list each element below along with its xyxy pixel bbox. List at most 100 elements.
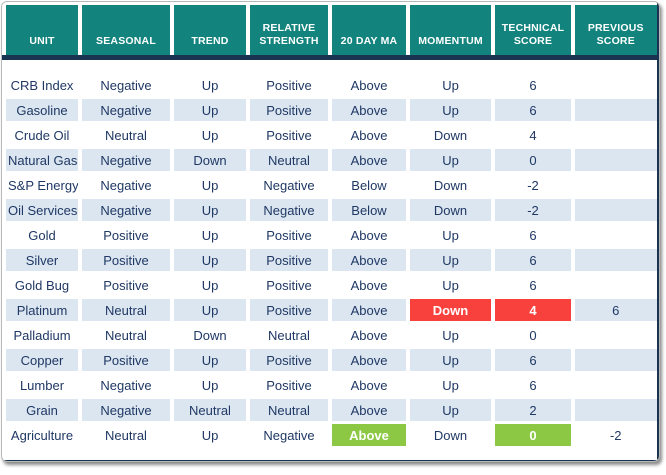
column-header-ma_20_day: 20 DAY MA	[328, 3, 410, 60]
table-row: Lumber Negative Up Positive Above Up 6	[2, 371, 659, 399]
cell-ma_20_day: Below	[328, 171, 410, 199]
cell-relative_strength: Neutral	[246, 146, 332, 174]
cell-trend: Up	[170, 246, 250, 274]
column-header-trend: TREND	[170, 3, 250, 60]
cell-unit: Lumber	[2, 371, 82, 399]
cell-momentum: Up	[406, 371, 495, 399]
cell-seasonal: Positive	[78, 221, 174, 249]
cell-unit: Copper	[2, 346, 82, 374]
column-header-unit: UNIT	[2, 3, 82, 60]
cell-technical_score: 0	[491, 146, 575, 174]
cell-ma_20_day: Above	[328, 246, 410, 274]
cell-previous_score	[571, 121, 659, 149]
cell-unit: Grain	[2, 396, 82, 424]
cell-technical_score: 6	[491, 221, 575, 249]
cell-unit: Silver	[2, 246, 82, 274]
cell-seasonal: Positive	[78, 346, 174, 374]
cell-technical_score: -2	[491, 171, 575, 199]
cell-relative_strength: Neutral	[246, 396, 332, 424]
cell-seasonal: Positive	[78, 271, 174, 299]
cell-relative_strength: Positive	[246, 296, 332, 324]
cell-previous_score	[571, 146, 659, 174]
column-header-momentum: MOMENTUM	[406, 3, 495, 60]
table-row: Gasoline Negative Up Positive Above Up 6	[2, 96, 659, 124]
cell-technical_score: 4	[491, 121, 575, 149]
cell-previous_score	[571, 396, 659, 424]
cell-technical_score: 4	[491, 296, 575, 324]
cell-momentum: Up	[406, 396, 495, 424]
screenshot-frame: UNIT SEASONAL TREND RELATIVE STRENGTH 20 DAY…	[1, 1, 660, 462]
cell-momentum: Up	[406, 271, 495, 299]
cell-unit: Crude Oil	[2, 121, 82, 149]
cell-previous_score	[571, 271, 659, 299]
header-row: UNIT SEASONAL TREND RELATIVE STRENGTH 20 DAY…	[2, 3, 659, 60]
cell-momentum: Up	[406, 221, 495, 249]
technical-score-table: UNIT SEASONAL TREND RELATIVE STRENGTH 20 DAY…	[2, 3, 659, 461]
cell-relative_strength: Positive	[246, 221, 332, 249]
table-row: Oil Services Negative Up Negative Below Down -…	[2, 196, 659, 224]
cell-ma_20_day: Above	[328, 71, 410, 99]
cell-previous_score	[571, 371, 659, 399]
table-row: Gold Bug Positive Up Positive Above Up 6	[2, 271, 659, 299]
cell-unit: Platinum	[2, 296, 82, 324]
cell-momentum: Up	[406, 246, 495, 274]
cell-seasonal: Negative	[78, 96, 174, 124]
cell-previous_score	[571, 71, 659, 99]
cell-relative_strength: Positive	[246, 346, 332, 374]
cell-unit: Agriculture	[2, 421, 82, 449]
top-spacer-row-cell	[4, 57, 659, 73]
table-row: Gold Positive Up Positive Above Up 6	[2, 221, 659, 249]
cell-technical_score: -2	[491, 196, 575, 224]
table-row: Copper Positive Up Positive Above Up 6	[2, 346, 659, 374]
table-row: Palladium Neutral Down Neutral Above Up 0	[2, 321, 659, 349]
cell-ma_20_day: Above	[328, 346, 410, 374]
cell-unit: Natural Gas	[2, 146, 82, 174]
cell-technical_score: 6	[491, 346, 575, 374]
cell-trend: Down	[170, 146, 250, 174]
cell-relative_strength: Positive	[246, 96, 332, 124]
table-row: Grain Negative Neutral Neutral Above Up 2	[2, 396, 659, 424]
cell-seasonal: Negative	[78, 146, 174, 174]
cell-momentum: Down	[406, 171, 495, 199]
cell-technical_score: 2	[491, 396, 575, 424]
cell-trend: Up	[170, 371, 250, 399]
cell-technical_score: 0	[491, 421, 575, 449]
cell-momentum: Down	[406, 196, 495, 224]
cell-seasonal: Negative	[78, 196, 174, 224]
table-row: Agriculture Neutral Up Negative Above Down 0 -2	[2, 421, 659, 449]
cell-relative_strength: Positive	[246, 371, 332, 399]
cell-ma_20_day: Above	[328, 296, 410, 324]
cell-seasonal: Negative	[78, 396, 174, 424]
cell-unit: Palladium	[2, 321, 82, 349]
cell-trend: Up	[170, 271, 250, 299]
cell-previous_score	[571, 96, 659, 124]
cell-trend: Up	[170, 71, 250, 99]
cell-previous_score	[571, 221, 659, 249]
table-row: CRB Index Negative Up Positive Above Up 6	[2, 71, 659, 99]
cell-momentum: Up	[406, 346, 495, 374]
cell-ma_20_day: Above	[328, 321, 410, 349]
cell-unit: S&P Energy	[2, 171, 82, 199]
cell-relative_strength: Negative	[246, 196, 332, 224]
cell-relative_strength: Positive	[246, 271, 332, 299]
cell-previous_score	[571, 196, 659, 224]
cell-seasonal: Neutral	[78, 421, 174, 449]
cell-seasonal: Negative	[78, 371, 174, 399]
cell-relative_strength: Positive	[246, 121, 332, 149]
column-header-relative_strength: RELATIVE STRENGTH	[246, 3, 332, 60]
cell-trend: Up	[170, 221, 250, 249]
cell-trend: Up	[170, 296, 250, 324]
cell-technical_score: 6	[491, 246, 575, 274]
cell-trend: Up	[170, 171, 250, 199]
cell-unit: CRB Index	[2, 71, 82, 99]
cell-unit: Oil Services	[2, 196, 82, 224]
cell-seasonal: Neutral	[78, 121, 174, 149]
cell-momentum: Down	[406, 421, 495, 449]
cell-relative_strength: Positive	[246, 246, 332, 274]
cell-unit: Gold Bug	[2, 271, 82, 299]
cell-trend: Up	[170, 421, 250, 449]
table-row: Natural Gas Negative Down Neutral Above Up 0	[2, 146, 659, 174]
column-header-seasonal: SEASONAL	[78, 3, 174, 60]
cell-ma_20_day: Above	[328, 96, 410, 124]
cell-ma_20_day: Above	[328, 421, 410, 449]
